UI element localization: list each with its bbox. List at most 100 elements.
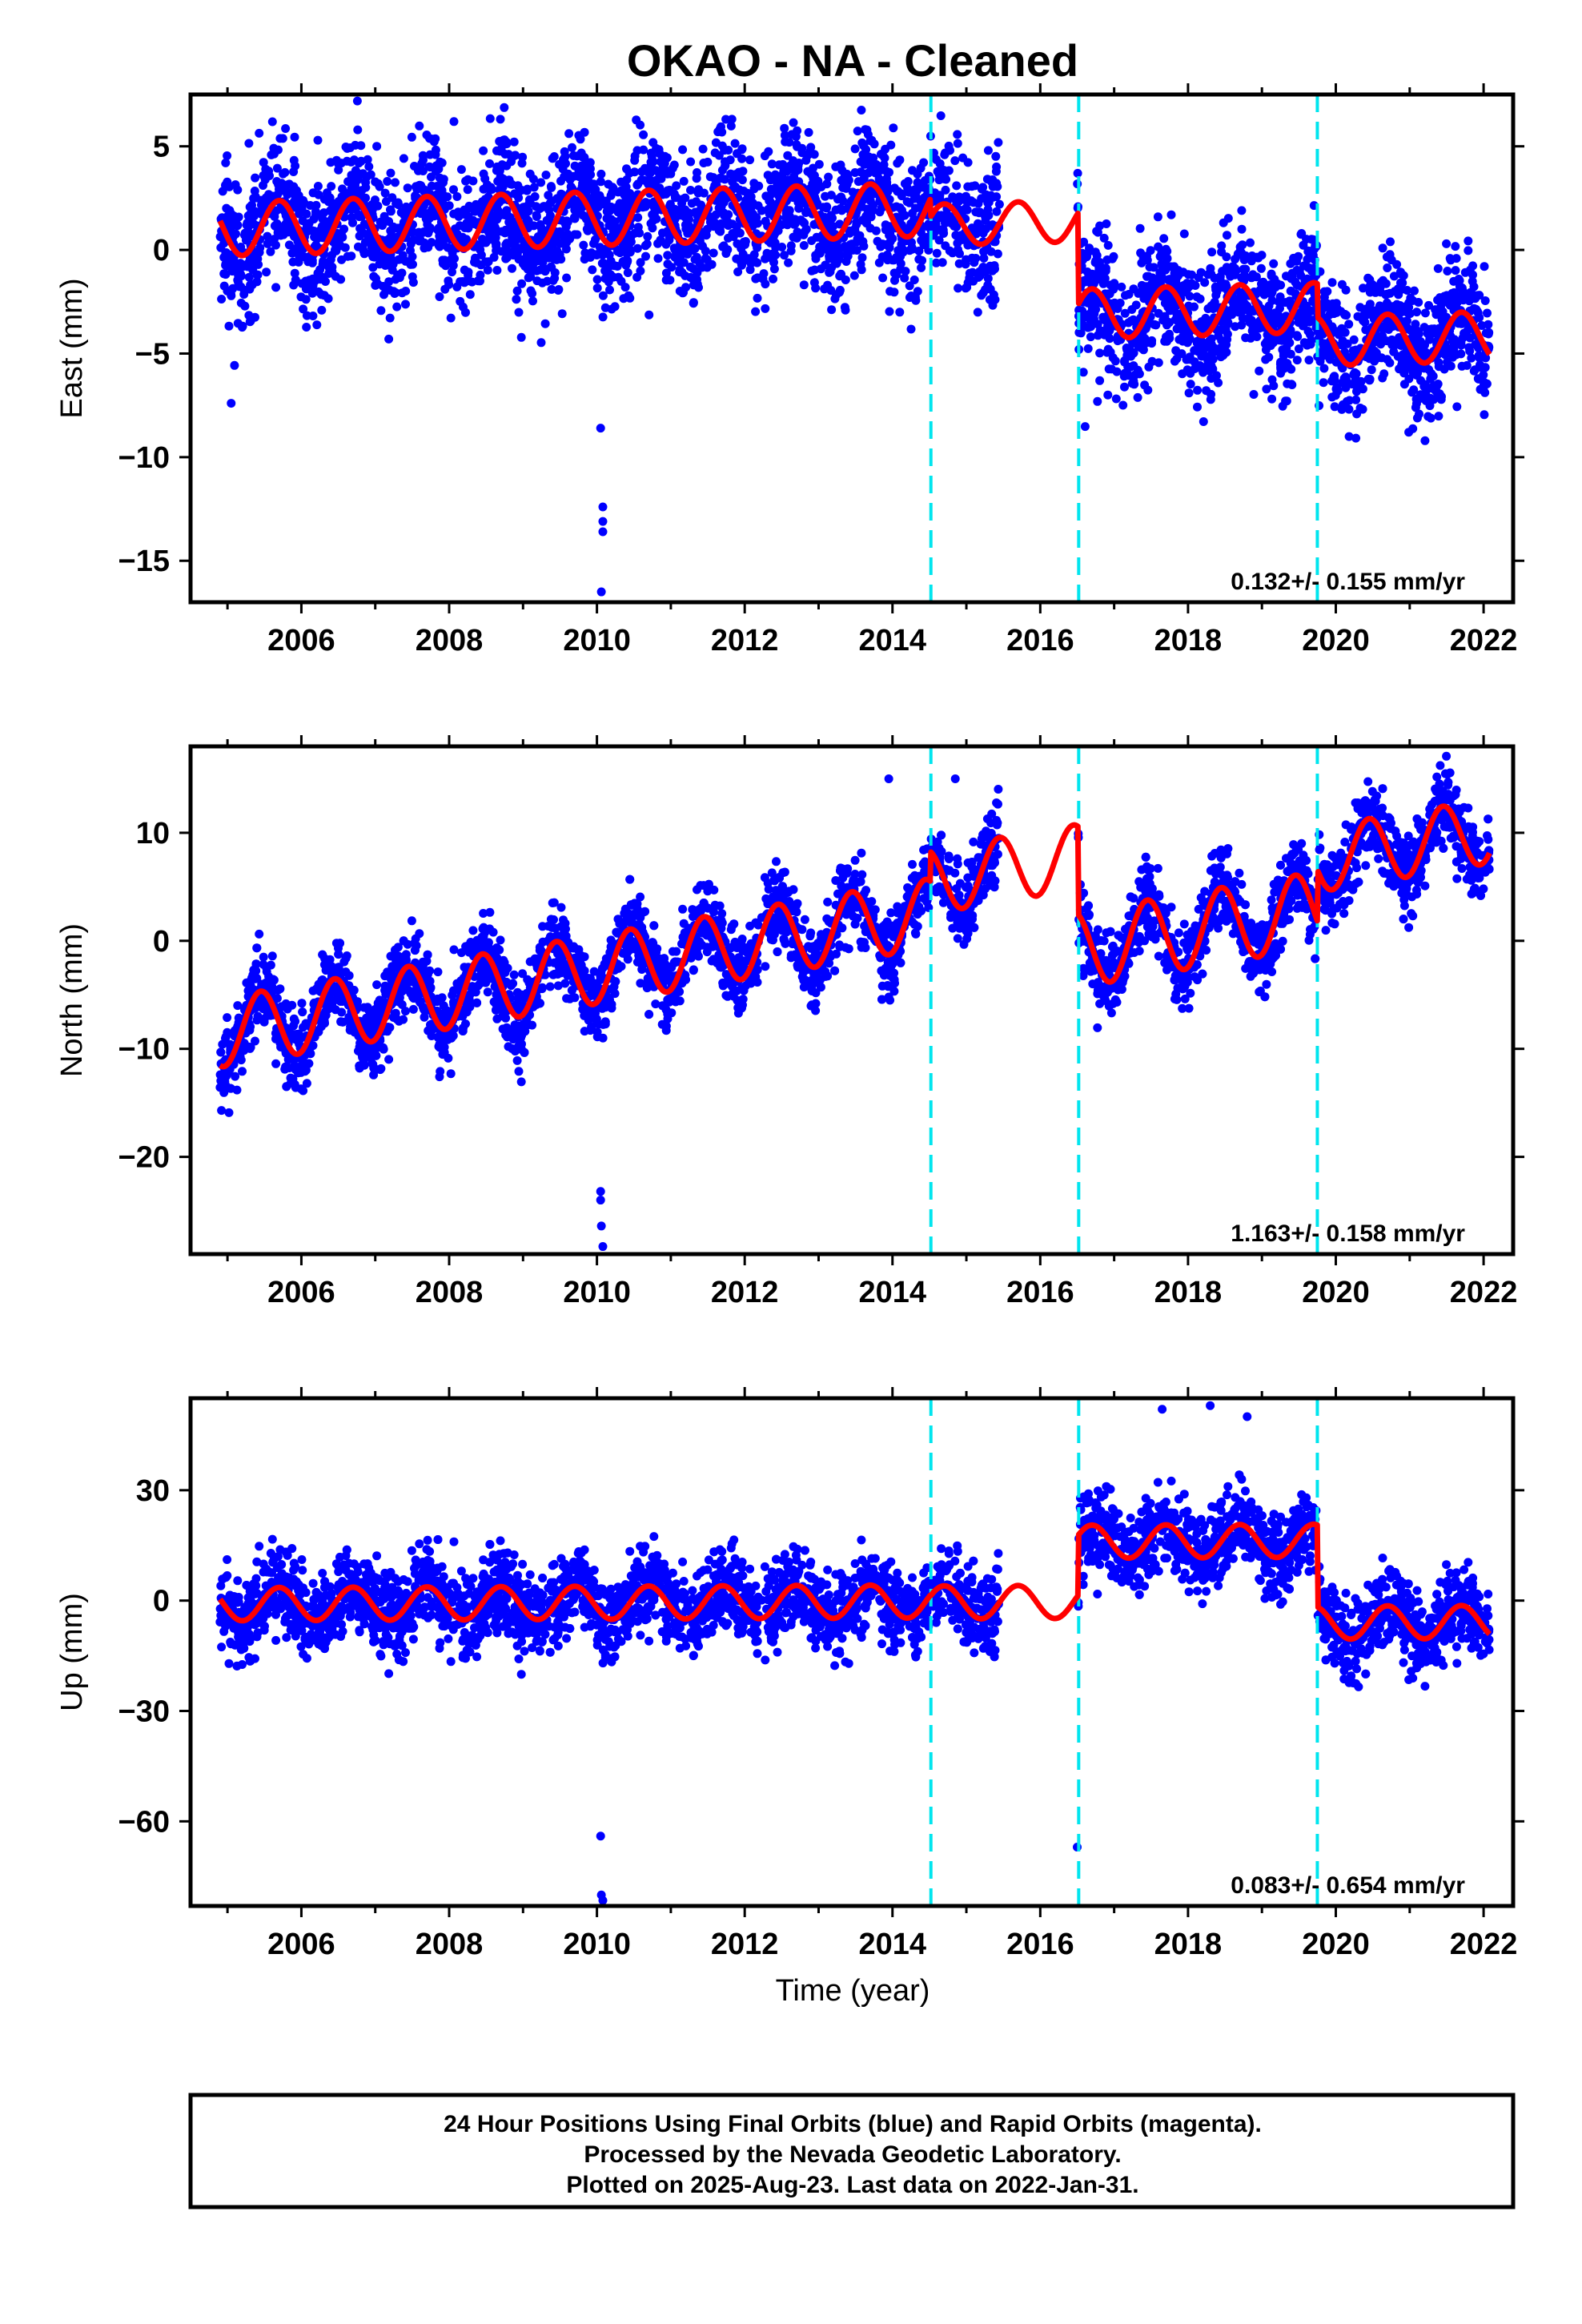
data-point	[1379, 369, 1389, 379]
data-point	[251, 312, 259, 322]
data-point	[536, 338, 546, 348]
data-point	[313, 233, 323, 243]
data-point	[973, 308, 982, 317]
data-point	[391, 178, 400, 187]
data-point	[1086, 317, 1095, 327]
data-point	[1385, 358, 1395, 368]
data-point	[1479, 384, 1488, 392]
data-point	[693, 279, 702, 289]
data-point	[1465, 346, 1475, 356]
data-point	[841, 250, 851, 259]
data-point	[1443, 297, 1453, 307]
outlier-point	[596, 587, 606, 597]
data-point	[291, 161, 300, 171]
data-point	[244, 272, 254, 282]
data-point	[395, 273, 404, 283]
data-point	[356, 141, 366, 151]
data-point	[1267, 375, 1277, 384]
data-point	[1120, 382, 1129, 392]
data-point	[646, 160, 656, 170]
data-point	[1135, 223, 1145, 233]
data-point	[636, 266, 645, 275]
data-point	[856, 259, 865, 269]
data-point	[401, 300, 410, 309]
data-point	[824, 172, 833, 182]
data-point	[217, 295, 227, 304]
data-point	[1278, 401, 1287, 411]
data-point	[992, 192, 1002, 202]
data-point	[841, 243, 851, 252]
data-point	[769, 264, 779, 274]
data-point	[1352, 409, 1362, 419]
data-point	[302, 311, 311, 320]
data-point	[592, 275, 602, 284]
data-point	[917, 263, 926, 272]
data-point	[369, 242, 379, 251]
data-point	[464, 223, 473, 233]
data-point	[1235, 242, 1245, 251]
data-point	[1279, 334, 1289, 344]
data-point	[1259, 277, 1268, 287]
data-point	[489, 252, 499, 262]
data-point	[456, 165, 466, 175]
data-point	[1367, 279, 1377, 289]
data-point	[263, 231, 272, 241]
data-point	[1246, 238, 1255, 247]
data-point	[632, 243, 642, 253]
data-point	[1475, 291, 1484, 300]
data-point	[523, 184, 532, 194]
data-point	[1141, 283, 1150, 293]
data-point	[369, 271, 379, 281]
data-point	[337, 255, 347, 264]
data-point	[878, 273, 888, 283]
data-point	[1239, 271, 1249, 280]
data-point	[678, 195, 688, 204]
data-point	[979, 253, 989, 263]
data-point	[810, 192, 820, 202]
data-point	[751, 307, 761, 316]
data-point	[235, 261, 243, 271]
data-point	[403, 183, 412, 193]
data-point	[1178, 332, 1187, 341]
data-point	[1141, 324, 1150, 333]
y-tick-label: 0	[153, 234, 170, 267]
data-point	[1367, 365, 1376, 375]
data-point	[746, 259, 756, 268]
data-point	[605, 206, 615, 215]
data-point	[746, 192, 756, 202]
data-point	[883, 255, 893, 265]
data-point	[1259, 290, 1269, 300]
data-point	[1117, 282, 1126, 292]
data-point	[690, 255, 700, 264]
data-point	[825, 267, 834, 277]
data-point	[963, 182, 973, 191]
y-tick-label: −15	[118, 545, 170, 578]
data-point	[476, 260, 486, 270]
data-point	[528, 264, 538, 274]
data-point	[737, 260, 746, 270]
data-point	[1238, 306, 1247, 316]
data-point	[511, 189, 520, 199]
data-point	[1399, 368, 1409, 378]
data-point	[1208, 364, 1218, 374]
data-point	[313, 135, 323, 145]
data-point	[361, 183, 371, 192]
data-point	[1295, 267, 1304, 276]
data-point	[802, 207, 812, 216]
data-point	[1133, 365, 1142, 375]
data-point	[564, 129, 574, 139]
data-point	[1319, 378, 1328, 388]
data-point	[427, 172, 436, 182]
data-point	[811, 283, 821, 293]
data-point	[1412, 308, 1422, 317]
data-point	[580, 255, 589, 264]
data-point	[1443, 357, 1452, 367]
data-point	[1424, 300, 1433, 310]
data-point	[1217, 241, 1227, 251]
data-point	[1129, 284, 1138, 294]
data-point	[301, 276, 311, 286]
data-point	[714, 226, 724, 235]
data-point	[522, 249, 532, 259]
data-point	[1192, 292, 1202, 302]
data-point	[522, 205, 532, 215]
